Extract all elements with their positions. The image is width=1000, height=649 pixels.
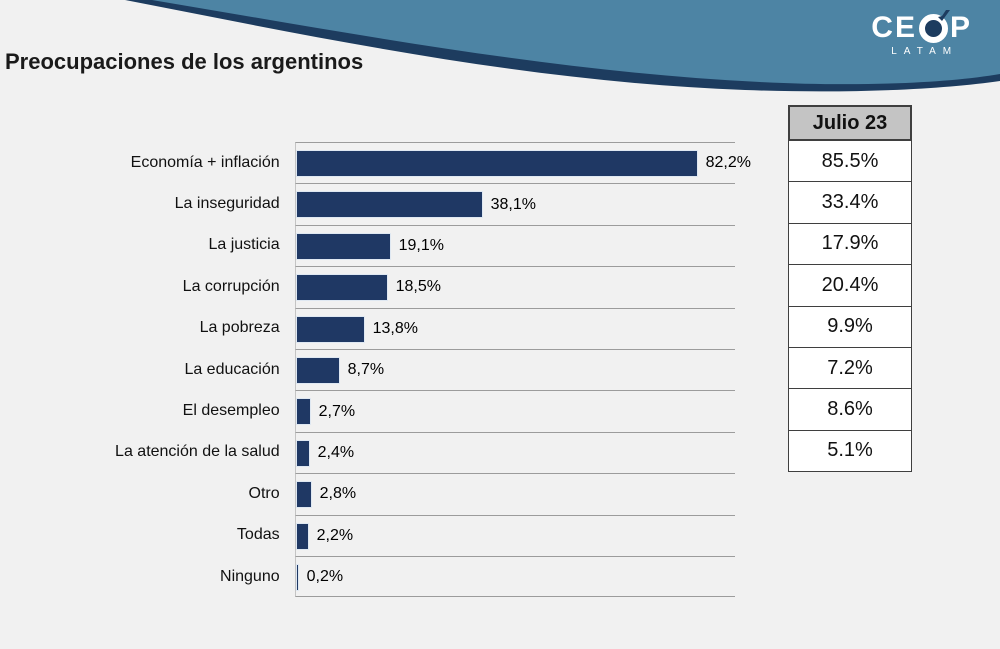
bar-row: La educación 8,7% — [15, 348, 735, 391]
row-plot: 13,8% — [294, 307, 735, 349]
row-plot: 2,7% — [294, 390, 735, 432]
value-label: 82,2% — [705, 154, 751, 172]
logo-o-ring-icon — [918, 9, 950, 43]
table-cell: 17.9% — [788, 223, 912, 266]
bar — [295, 315, 365, 343]
table-cell: 7.2% — [788, 347, 912, 390]
category-label: Todas — [236, 526, 280, 544]
table-cell: 8.6% — [788, 389, 912, 431]
logo-latam-text: LATAM — [891, 46, 959, 57]
row-plot: 19,1% — [294, 224, 735, 267]
row-plot: 18,5% — [294, 266, 735, 308]
value-label: 2,8% — [319, 485, 357, 503]
bar-row: El desempleo 2,7% — [15, 390, 735, 432]
row-plot: 38,1% — [294, 183, 735, 225]
wave-shape-svg — [125, 0, 1000, 92]
bar-row: Todas 2,2% — [15, 514, 735, 556]
page-title: Preocupaciones de los argentinos — [5, 49, 364, 74]
value-label: 0,2% — [306, 567, 344, 585]
row-plot: 2,8% — [294, 473, 735, 515]
bar — [295, 150, 698, 177]
julio23-table-header: Julio 23 — [788, 105, 912, 141]
table-cell: 20.4% — [788, 265, 912, 307]
wave-blue — [152, 0, 1000, 85]
value-label: 2,2% — [316, 526, 354, 544]
category-label: El desempleo — [182, 402, 280, 420]
category-label: La atención de la salud — [115, 443, 280, 461]
row-plot: 0,2% — [294, 555, 735, 598]
bar-row: Otro 2,8% — [15, 473, 735, 515]
bar-row: La corrupción 18,5% — [15, 266, 735, 308]
bar-row: Economía + inflación 82,2% — [15, 142, 751, 184]
bar — [295, 356, 340, 384]
julio23-table: Julio 23 85.5% 33.4% 17.9% 20.4% 9.9% 7.2% 8.6… — [788, 105, 912, 473]
category-label: La inseguridad — [174, 195, 280, 213]
bar — [295, 439, 310, 467]
table-cell: 33.4% — [788, 182, 912, 224]
value-label: 19,1% — [398, 236, 444, 254]
bar-row: La inseguridad 38,1% — [15, 183, 735, 225]
bar — [295, 522, 309, 550]
category-label: Ninguno — [220, 567, 280, 585]
bar-row: Ninguno 0,2% — [15, 555, 735, 598]
value-label: 18,5% — [395, 278, 441, 296]
table-cell: 5.1% — [788, 430, 912, 473]
logo-part2: P — [949, 11, 972, 44]
row-plot: 2,4% — [294, 431, 735, 474]
category-label: La corrupción — [182, 277, 280, 295]
category-label: La justicia — [208, 236, 280, 254]
bar — [295, 398, 311, 426]
category-label: Economía + inflación — [130, 153, 280, 171]
top-wave-banner — [0, 0, 1000, 100]
category-label: La educación — [184, 360, 280, 378]
bar-row: La justicia 19,1% — [15, 224, 735, 267]
category-label: Otro — [248, 484, 280, 502]
value-label: 13,8% — [372, 319, 418, 337]
row-plot: 2,2% — [294, 514, 735, 556]
julio23-table-body: 85.5% 33.4% 17.9% 20.4% 9.9% 7.2% 8.6% 5.1% — [788, 141, 912, 473]
logo-part1: CE — [871, 11, 917, 44]
bar — [295, 274, 388, 302]
value-label: 2,4% — [317, 443, 355, 461]
bar — [295, 191, 483, 219]
bar-row: La atención de la salud 2,4% — [15, 431, 735, 474]
value-label: 2,7% — [318, 402, 356, 420]
value-label: 8,7% — [347, 361, 385, 379]
category-label: La pobreza — [199, 319, 280, 337]
row-plot: 82,2% — [294, 142, 751, 184]
bar-row: La pobreza 13,8% — [15, 307, 735, 349]
bar — [295, 232, 391, 260]
ceop-logo: CE P LATAM — [871, 9, 972, 57]
value-label: 38,1% — [490, 195, 536, 213]
bar — [295, 481, 312, 509]
table-cell: 85.5% — [788, 141, 912, 183]
row-plot: 8,7% — [294, 348, 735, 391]
bar-chart: Economía + inflación 82,2% La inseguridad 3… — [15, 142, 751, 598]
bar — [295, 563, 299, 591]
logo-check-icon — [937, 9, 950, 21]
table-cell: 9.9% — [788, 306, 912, 348]
ceop-logo-text: CE P — [871, 9, 972, 44]
